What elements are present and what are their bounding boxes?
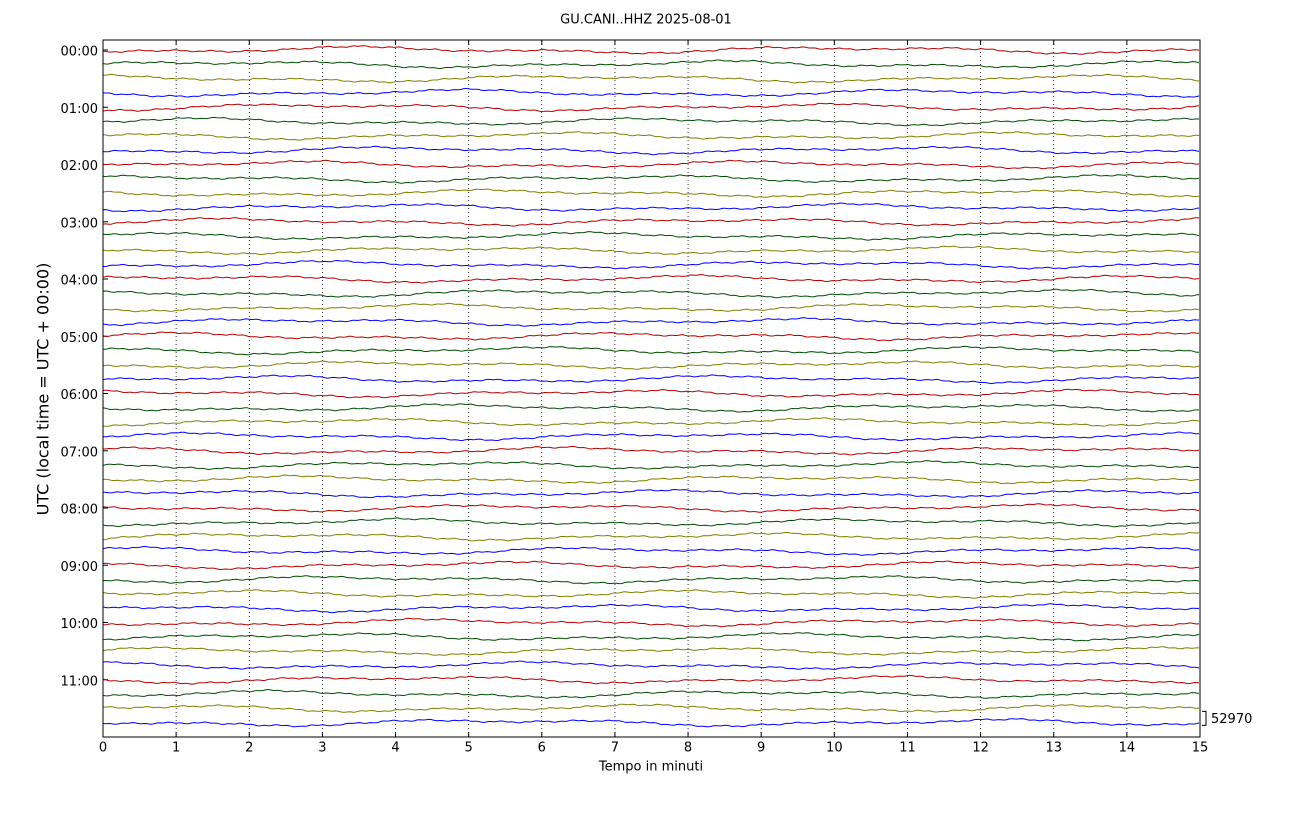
trace [102,159,1200,170]
trace [102,718,1200,728]
trace [103,488,1200,499]
x-tick-label: 10 [826,741,843,756]
trace [102,445,1200,456]
y-tick-label: 03:00 [61,216,98,231]
trace [102,646,1200,656]
y-tick-label: 10:00 [61,617,98,632]
trace [102,217,1200,227]
trace [102,575,1200,585]
trace [102,345,1199,356]
y-tick-label: 08:00 [61,503,98,518]
x-tick-label: 7 [611,741,619,756]
trace [102,102,1200,113]
trace [102,545,1200,556]
trace [102,131,1200,141]
x-tick-label: 8 [684,741,692,756]
trace [102,388,1200,399]
y-tick-label: 00:00 [61,45,98,60]
plot-frame [102,39,1201,738]
scale-bracket [1202,710,1207,726]
trace [103,259,1200,270]
trace [102,560,1199,571]
y-tick-label: 02:00 [61,159,98,174]
x-tick-label: 15 [1192,741,1209,756]
y-tick-label: 06:00 [61,388,98,403]
scale-label: 52970 [1211,712,1252,727]
y-tick-label: 05:00 [61,331,98,346]
trace [102,73,1199,84]
y-axis-label: UTC (local time = UTC + 00:00) [34,263,53,516]
trace [102,517,1200,528]
trace [102,632,1200,642]
y-tick-label: 07:00 [61,445,98,460]
trace [102,503,1200,513]
trace [103,531,1200,542]
x-tick-label: 6 [538,741,546,756]
x-tick-label: 14 [1119,741,1136,756]
x-axis-label: Tempo in minuti [598,760,703,775]
trace [102,617,1200,628]
trace [102,202,1200,213]
chart-title: GU.CANI..HHZ 2025-08-01 [560,13,732,28]
trace [102,302,1200,313]
trace [102,431,1200,442]
trace [102,174,1200,184]
y-tick-label: 09:00 [61,560,98,575]
x-tick-label: 9 [757,741,765,756]
trace [102,603,1200,614]
trace [102,145,1200,156]
x-tick-label: 5 [465,741,473,756]
y-tick-label: 01:00 [61,102,98,117]
trace [102,474,1199,485]
trace [102,116,1200,127]
trace [102,274,1200,284]
trace [102,288,1200,299]
y-tick-label: 04:00 [61,274,98,289]
trace [102,589,1200,599]
trace [102,88,1200,98]
trace [102,660,1200,670]
trace [102,231,1200,241]
x-tick-label: 11 [899,741,916,756]
trace [102,59,1200,69]
x-tick-label: 1 [172,741,180,756]
y-tick-label: 11:00 [61,674,98,689]
trace [102,460,1200,471]
trace [102,403,1200,413]
trace [102,360,1200,370]
x-tick-label: 12 [972,741,989,756]
trace [102,703,1200,713]
trace [102,188,1200,198]
trace [102,374,1199,385]
trace [102,245,1200,256]
trace [102,331,1199,342]
x-tick-label: 13 [1045,741,1062,756]
trace [102,317,1199,327]
trace [102,674,1200,685]
x-tick-label: 2 [245,741,253,756]
x-tick-label: 3 [318,741,326,756]
trace [103,45,1200,55]
x-tick-label: 0 [99,741,107,756]
trace [102,689,1200,699]
x-tick-label: 4 [391,741,399,756]
trace [102,417,1200,427]
